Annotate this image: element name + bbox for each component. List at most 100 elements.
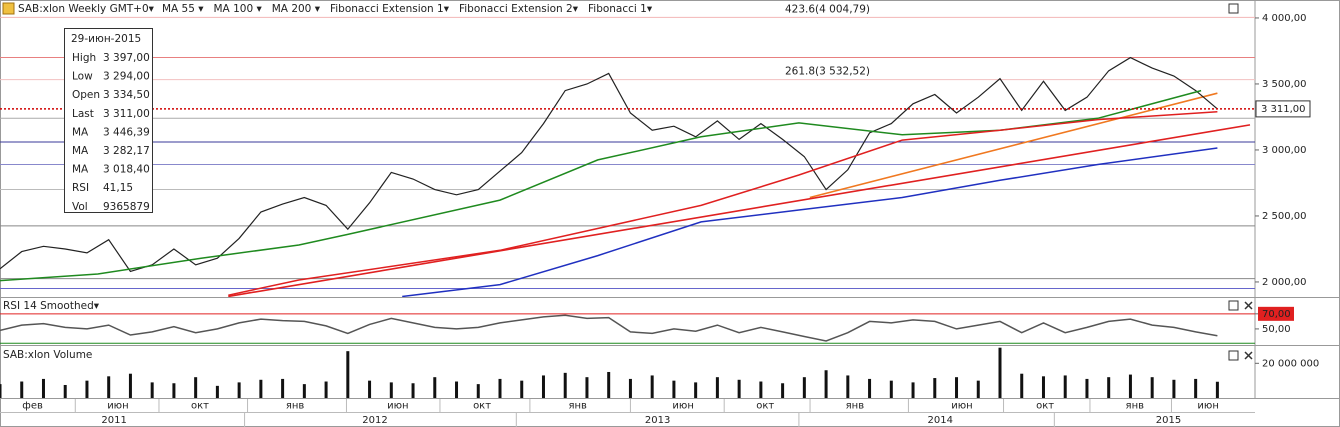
x-tick-label: фев bbox=[22, 401, 43, 412]
volume-bar bbox=[172, 383, 176, 398]
info-label: High bbox=[72, 52, 96, 64]
volume-bar bbox=[781, 383, 785, 398]
year-label: 2015 bbox=[1156, 415, 1181, 426]
info-label: Last bbox=[72, 108, 94, 120]
info-value: 3 282,17 bbox=[103, 145, 150, 157]
volume-bar bbox=[672, 380, 676, 398]
volume-bar bbox=[259, 379, 263, 398]
series-line bbox=[402, 147, 1218, 297]
volume-bar bbox=[476, 384, 480, 398]
x-tick-label: окт bbox=[1036, 401, 1054, 412]
y-tick-label: 3 500,00 bbox=[1262, 79, 1307, 90]
year-label: 2013 bbox=[645, 415, 670, 426]
tool-item: Fibonacci 1▾ bbox=[588, 3, 653, 15]
volume-bar bbox=[911, 382, 915, 398]
year-label: 2014 bbox=[927, 415, 952, 426]
volume-bar bbox=[846, 375, 850, 398]
info-value: 9365879 bbox=[103, 201, 150, 213]
y-tick-label: 70,00 bbox=[1262, 309, 1291, 320]
info-value: 3 334,50 bbox=[103, 89, 150, 101]
y-tick-label: 2 500,00 bbox=[1262, 211, 1307, 222]
volume-bar bbox=[1172, 379, 1176, 398]
volume-bar bbox=[368, 380, 372, 398]
volume-bar bbox=[0, 384, 2, 398]
x-tick-label: окт bbox=[756, 401, 774, 412]
overlay: 4 000,00 3 500,00 3 000,00 2 500,00 2 000,00… bbox=[3, 3, 1319, 427]
info-label: Vol bbox=[72, 201, 88, 213]
y-tick-label: 4 000,00 bbox=[1262, 13, 1307, 24]
maximize-button[interactable] bbox=[1228, 350, 1239, 361]
info-value: 3 311,00 bbox=[103, 108, 150, 120]
info-value: 41,15 bbox=[103, 182, 133, 194]
info-label: MA bbox=[72, 145, 89, 157]
volume-bar bbox=[607, 371, 611, 398]
volume-bar bbox=[1194, 378, 1198, 398]
x-tick-label: янв bbox=[846, 401, 865, 412]
volume-bar bbox=[1020, 373, 1024, 398]
volume-bar bbox=[650, 375, 654, 398]
close-button[interactable] bbox=[1244, 301, 1253, 310]
info-label: MA bbox=[72, 126, 89, 138]
volume-bar bbox=[1150, 377, 1154, 398]
last-price-label: 3 311,00 bbox=[1261, 104, 1306, 115]
volume-bar bbox=[281, 378, 285, 398]
volume-bar bbox=[128, 373, 132, 398]
panel-buttons bbox=[1228, 3, 1253, 361]
volume-bar bbox=[215, 385, 219, 398]
x-tick-label: июн bbox=[951, 401, 972, 412]
level-label: 261.8(3 532,52) bbox=[785, 66, 870, 78]
volume-bar bbox=[563, 372, 567, 398]
volume-bar bbox=[715, 377, 719, 398]
chart-title: SAB:xlon Weekly GMT+0▾ bbox=[18, 3, 155, 15]
legend-item: MA 55 ▾ bbox=[162, 3, 204, 15]
info-label: Low bbox=[72, 71, 93, 83]
x-tick-label: янв bbox=[568, 401, 587, 412]
volume-bar bbox=[63, 384, 67, 398]
x-tick-label: янв bbox=[1126, 401, 1145, 412]
panel bbox=[0, 347, 1219, 398]
volume-bar bbox=[411, 383, 415, 398]
volume-bar bbox=[976, 380, 980, 398]
volume-bar bbox=[20, 381, 24, 398]
volume-bar bbox=[1063, 375, 1067, 398]
y-tick-label: 2 000,00 bbox=[1262, 277, 1307, 288]
volume-bar bbox=[1107, 377, 1111, 398]
volume-bar bbox=[41, 378, 45, 398]
volume-bar bbox=[302, 384, 306, 398]
volume-bar bbox=[1215, 381, 1219, 398]
year-label: 2012 bbox=[362, 415, 387, 426]
legend-item: MA 100 ▾ bbox=[214, 3, 263, 15]
info-value: 3 294,00 bbox=[103, 71, 150, 83]
trend-line bbox=[228, 124, 1251, 297]
volume-bar bbox=[541, 375, 545, 398]
panel bbox=[0, 313, 1255, 344]
y-tick-label: 50,00 bbox=[1262, 324, 1291, 335]
volume-bar bbox=[737, 379, 741, 398]
panel: 423.6(4 004,79) 261.8(3 532,52) bbox=[0, 3, 1255, 297]
plots: 423.6(4 004,79) 261.8(3 532,52) bbox=[0, 3, 1255, 398]
volume-bar bbox=[150, 382, 154, 398]
info-value: 3 446,39 bbox=[103, 126, 150, 138]
close-button[interactable] bbox=[1244, 351, 1253, 360]
volume-bar bbox=[389, 382, 393, 398]
series-line bbox=[0, 314, 1218, 342]
volume-bar bbox=[455, 381, 459, 398]
panel-title: SAB:xlon Volume bbox=[3, 349, 92, 361]
x-tick-label: июн bbox=[387, 401, 408, 412]
volume-bar bbox=[933, 378, 937, 398]
panel-title: RSI 14 Smoothed▾ bbox=[3, 300, 100, 312]
volume-bar bbox=[998, 347, 1002, 398]
maximize-button[interactable] bbox=[1228, 3, 1239, 14]
year-label: 2011 bbox=[101, 415, 126, 426]
volume-bar bbox=[824, 370, 828, 398]
tool-item: Fibonacci Extension 1▾ bbox=[330, 3, 450, 15]
volume-bar bbox=[520, 380, 524, 398]
x-tick-label: янв bbox=[286, 401, 305, 412]
volume-bar bbox=[955, 377, 959, 398]
symbol-icon[interactable] bbox=[2, 2, 15, 15]
volume-bar bbox=[433, 377, 437, 398]
maximize-button[interactable] bbox=[1228, 300, 1239, 311]
info-box bbox=[64, 28, 153, 213]
